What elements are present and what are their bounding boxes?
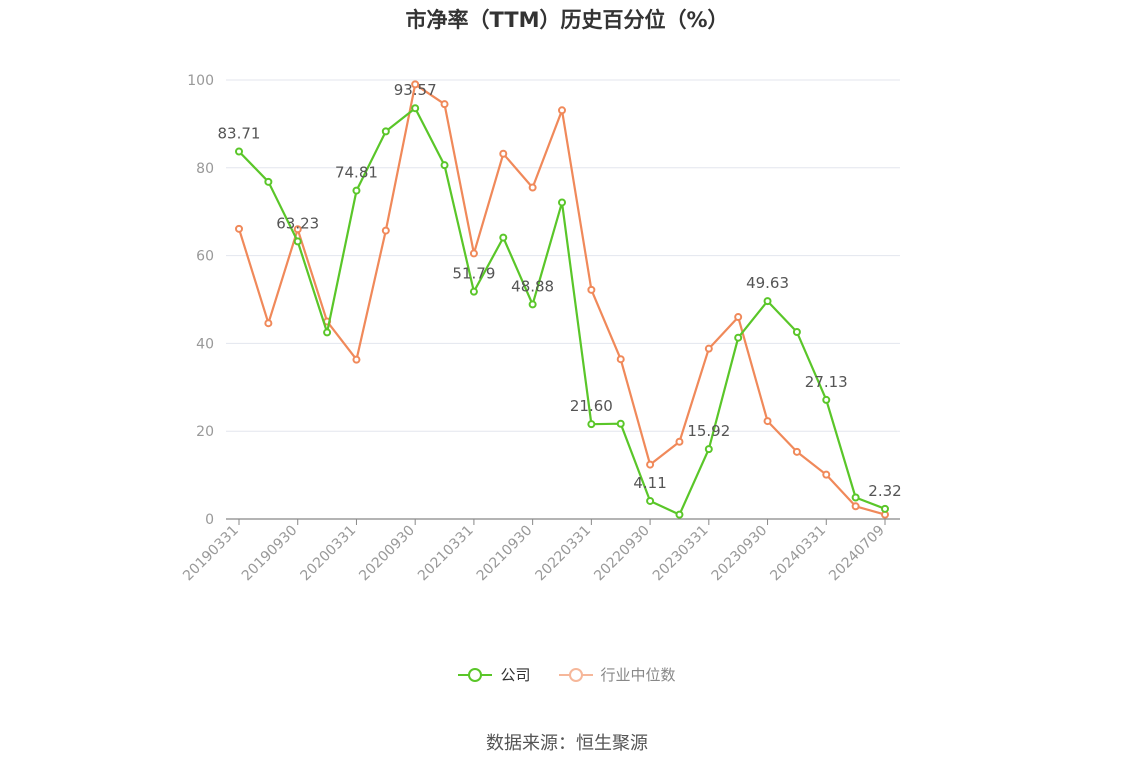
data-label-20240331: 27.13 — [805, 373, 848, 391]
data-label-20220331: 21.60 — [570, 397, 613, 415]
x-tick-label-20190331: 20190331 — [180, 523, 242, 585]
x-tick-label-20230331: 20230331 — [650, 523, 712, 585]
legend-item-company[interactable]: 公司 — [458, 664, 531, 685]
legend-item-industry-median[interactable]: 行业中位数 — [558, 664, 676, 685]
data-label-20190331: 83.71 — [218, 125, 261, 143]
company-point-20240709 — [881, 504, 889, 513]
industry-median-point-20200630 — [381, 226, 390, 235]
industry-median-point-20201231 — [440, 100, 449, 109]
data-label-layer: 83.71 63.23 74.81 93.57 51.79 48.88 21.60 4.11 1… — [218, 81, 902, 500]
company-point-20211231 — [558, 198, 566, 207]
data-label-20210930: 48.88 — [511, 277, 554, 295]
company-point-20191231 — [323, 328, 332, 337]
series-layer — [235, 80, 889, 519]
industry-median-point-20240630 — [851, 502, 860, 511]
industry-median-point-20231231 — [792, 447, 801, 456]
company-point-20220930 — [646, 496, 655, 505]
legend: 公司 行业中位数 — [0, 664, 1134, 685]
industry-median-point-20210630 — [499, 149, 508, 158]
company-point-20210630 — [499, 233, 508, 242]
x-tick-label-20220331: 20220331 — [532, 523, 594, 585]
data-label-20200331: 74.81 — [335, 164, 378, 182]
industry-median-point-20210930 — [528, 183, 537, 192]
company-point-20220630 — [616, 419, 625, 428]
industry-median-point-20200930 — [411, 80, 420, 89]
y-tick-label-40: 40 — [196, 336, 214, 352]
company-point-20200630 — [381, 127, 390, 136]
data-label-20230331: 15.92 — [687, 422, 730, 440]
industry-median-point-20220930 — [646, 460, 655, 469]
y-tick-label-0: 0 — [205, 512, 214, 528]
chart-title: 市净率（TTM）历史百分位（%） — [405, 8, 729, 32]
legend-swatch-company — [458, 667, 493, 682]
industry-median-point-20230331 — [704, 344, 713, 353]
axis-layer: 0 20 40 60 80 100 2019033120190930202003312020… — [180, 73, 900, 584]
company-point-20190331 — [235, 147, 243, 156]
data-label-20190930: 63.23 — [276, 214, 319, 232]
x-tick-label-20240709: 20240709 — [826, 523, 888, 585]
legend-swatch-industry-median — [558, 667, 593, 682]
company-point-20200930 — [411, 104, 420, 113]
data-label-20210331: 51.79 — [452, 265, 495, 283]
company-point-20230930 — [763, 297, 772, 306]
x-tick-label-20200331: 20200331 — [298, 523, 360, 585]
company-point-20190930 — [293, 237, 302, 246]
y-tick-label-100: 100 — [187, 73, 214, 89]
company-point-20210331 — [469, 287, 478, 296]
industry-median-point-20220630 — [616, 355, 625, 364]
grid-layer — [226, 79, 900, 432]
series-line-industry-median — [237, 83, 886, 516]
company-point-20231231 — [792, 327, 801, 336]
legend-label-company: 公司 — [500, 666, 531, 684]
x-tick-label-20210930: 20210930 — [474, 523, 536, 585]
industry-median-point-20240331 — [822, 470, 831, 479]
company-point-20201231 — [440, 161, 449, 170]
x-tick-label-20210331: 20210331 — [415, 523, 477, 585]
data-label-20200930: 93.57 — [394, 81, 437, 99]
x-tick-label-20230930: 20230930 — [709, 523, 771, 585]
company-point-20230331 — [704, 445, 713, 454]
data-label-20240709: 2.32 — [868, 482, 901, 500]
x-tick-label-20190930: 20190930 — [239, 523, 301, 585]
x-tick-label-20220930: 20220930 — [591, 523, 653, 585]
industry-median-point-20210331 — [469, 249, 478, 258]
industry-median-point-20190930 — [293, 225, 302, 234]
company-point-20240630 — [851, 493, 860, 502]
x-tick-label-20200930: 20200930 — [356, 523, 418, 585]
data-label-20220930: 4.11 — [633, 474, 666, 492]
y-tick-label-80: 80 — [196, 161, 214, 177]
legend-label-industry-median: 行业中位数 — [600, 666, 676, 684]
company-point-20221231 — [675, 510, 684, 519]
company-point-20200331 — [352, 186, 361, 195]
industry-median-point-20200331 — [352, 355, 361, 364]
industry-median-point-20221231 — [675, 437, 684, 446]
company-point-20210930 — [528, 300, 537, 309]
company-point-20190630 — [264, 177, 273, 186]
industry-median-point-20220331 — [587, 285, 596, 294]
x-tick-label-20240331: 20240331 — [767, 523, 829, 585]
y-tick-label-20: 20 — [196, 424, 214, 440]
company-point-20230630 — [734, 333, 743, 342]
company-point-20240331 — [822, 395, 831, 404]
company-point-20220331 — [587, 420, 596, 429]
industry-median-point-20190331 — [235, 224, 243, 233]
y-tick-label-60: 60 — [196, 249, 214, 265]
industry-median-point-20211231 — [558, 106, 566, 115]
data-label-20230930: 49.63 — [746, 274, 789, 292]
industry-median-point-20190630 — [264, 319, 273, 328]
data-source-note: 数据来源：恒生聚源 — [486, 733, 648, 754]
industry-median-point-20230630 — [734, 313, 743, 322]
industry-median-point-20230930 — [763, 417, 772, 426]
